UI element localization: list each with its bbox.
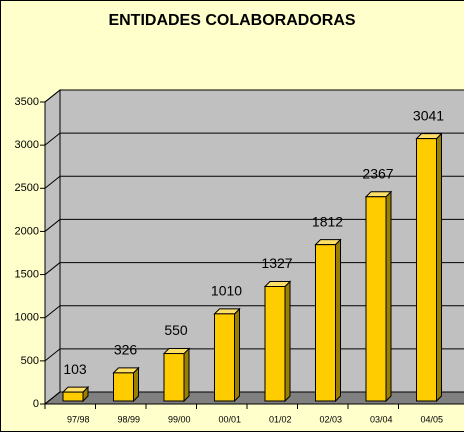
bar-side <box>183 347 190 403</box>
value-label: 3041 <box>413 107 444 123</box>
y-tick-label: 0 <box>33 398 39 410</box>
grid-line-side <box>44 219 61 232</box>
bar <box>315 244 336 402</box>
value-label: 550 <box>164 322 188 338</box>
bar-top <box>213 308 241 315</box>
bar-side <box>234 307 240 403</box>
y-tick-label: 3000 <box>15 139 39 151</box>
bar-top <box>364 191 393 198</box>
bar-top <box>314 239 342 246</box>
value-label: 326 <box>114 342 138 358</box>
bar-side <box>284 280 291 403</box>
grid-line-side <box>44 175 61 189</box>
value-label: 1010 <box>211 283 242 299</box>
bar <box>416 138 437 402</box>
y-tick-label: 500 <box>21 355 39 367</box>
grid-line-side <box>44 391 61 405</box>
x-tick-label: 98/99 <box>117 414 140 424</box>
grid-line-side <box>44 305 61 319</box>
bar-side <box>436 132 442 403</box>
grid-line-side <box>44 262 61 275</box>
grid-line-side <box>44 89 61 103</box>
y-tick-label: 2000 <box>15 225 39 237</box>
bar <box>214 313 235 402</box>
bar-top <box>112 367 140 374</box>
bar <box>62 391 84 402</box>
value-label: 2367 <box>362 165 393 181</box>
y-tick-label: 2500 <box>15 182 39 194</box>
bar-top <box>61 386 90 393</box>
chart-title: ENTIDADES COLABORADORAS <box>108 12 355 29</box>
bar-top <box>162 348 191 355</box>
bar-top <box>415 133 443 140</box>
x-tick-label: 04/05 <box>420 414 443 424</box>
x-tick-label: 01/02 <box>269 414 292 424</box>
x-tick-label: 99/00 <box>168 414 191 424</box>
y-tick-label: 3500 <box>15 96 39 108</box>
x-tick-label: 03/04 <box>370 414 393 424</box>
bar <box>163 353 185 402</box>
bar-top <box>263 280 292 287</box>
grid-line-side <box>44 348 61 362</box>
y-tick-label: 1500 <box>15 268 39 280</box>
side-wall <box>44 88 61 406</box>
x-tick-label: 97/98 <box>67 414 90 424</box>
floor <box>43 391 464 405</box>
y-tick-label: 1000 <box>15 312 39 324</box>
x-tick-label: 02/03 <box>319 414 342 424</box>
grid-line-side <box>44 132 61 146</box>
bar-side <box>133 366 139 403</box>
x-tick-label: 00/01 <box>218 414 241 424</box>
bar <box>113 372 134 402</box>
bar-side <box>335 238 341 403</box>
bar-side <box>385 190 392 403</box>
value-label: 1327 <box>261 255 292 271</box>
value-label: 103 <box>63 361 87 377</box>
bar <box>365 196 387 402</box>
bar <box>264 285 286 402</box>
value-label: 1812 <box>312 213 343 229</box>
